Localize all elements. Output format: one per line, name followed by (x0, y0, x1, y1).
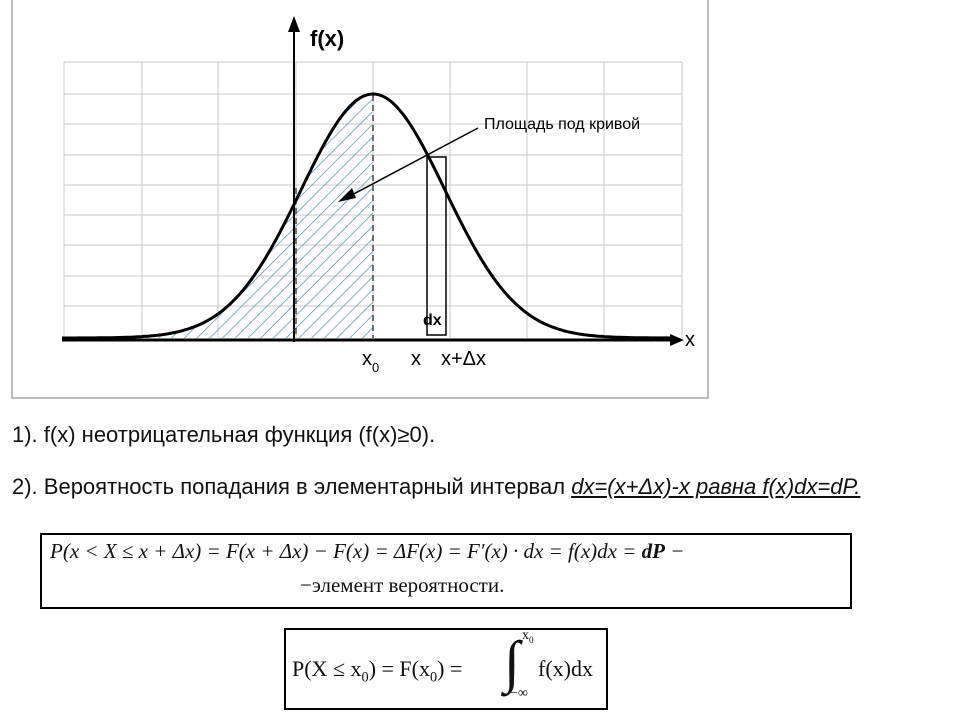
tick-label-x-plus-dx: x+Δx (441, 348, 486, 370)
integral-upper-limit: x0 (522, 628, 534, 645)
formula1-expression: P(x < X ≤ x + Δx) = F(x + Δx) − F(x) = Δ… (50, 539, 642, 563)
figure-frame (11, 0, 709, 399)
y-axis-arrow (288, 16, 300, 32)
x-axis-label: x (685, 329, 695, 351)
tick-label-x0: x0 (362, 348, 379, 375)
annotation-label: Площадь под кривой (484, 116, 640, 133)
property-2-prefix: 2). Вероятность попадания в элементарный… (12, 474, 572, 499)
normal-distribution-diagram: f(x) x Площадь под кривой dx x0 x x+Δx (11, 0, 709, 399)
integral-sign: ∫ (504, 629, 520, 694)
property-2-formula: dx=(x+Δx)-x равна f(x)dx=dP. (571, 474, 861, 499)
x-axis-arrow (670, 334, 684, 346)
tick-label-x: x (411, 348, 421, 370)
density-curve (62, 92, 676, 340)
formula1-row1: P(x < X ≤ x + Δx) = F(x + Δx) − F(x) = Δ… (50, 539, 684, 564)
dx-strip (426, 156, 447, 336)
formula1-dash: − (664, 539, 685, 563)
cdf-integral-formula: P(X ≤ x0) = F(x0) = ∫ x0 −∞ f(x)dx (284, 628, 608, 710)
property-2-text: 2). Вероятность попадания в элементарный… (12, 474, 860, 500)
annotation-pointer (349, 127, 479, 197)
formula1-row2: −элемент вероятности. (300, 573, 505, 597)
annotation-arrowhead (338, 188, 356, 202)
probability-element-formula: P(x < X ≤ x + Δx) = F(x + Δx) − F(x) = Δ… (40, 533, 852, 609)
integral-lower-limit: −∞ (510, 686, 528, 701)
y-axis-label: f(x) (310, 26, 344, 51)
formula1-dp: dP (641, 539, 665, 563)
property-1-text: 1). f(x) неотрицательная функция (f(x)≥0… (12, 422, 436, 447)
dx-strip-label: dx (423, 312, 442, 329)
integrand: f(x)dx (538, 656, 593, 681)
formula2-lhs: P(X ≤ x0) = F(x0) = (292, 656, 463, 686)
area-under-curve (140, 94, 373, 338)
